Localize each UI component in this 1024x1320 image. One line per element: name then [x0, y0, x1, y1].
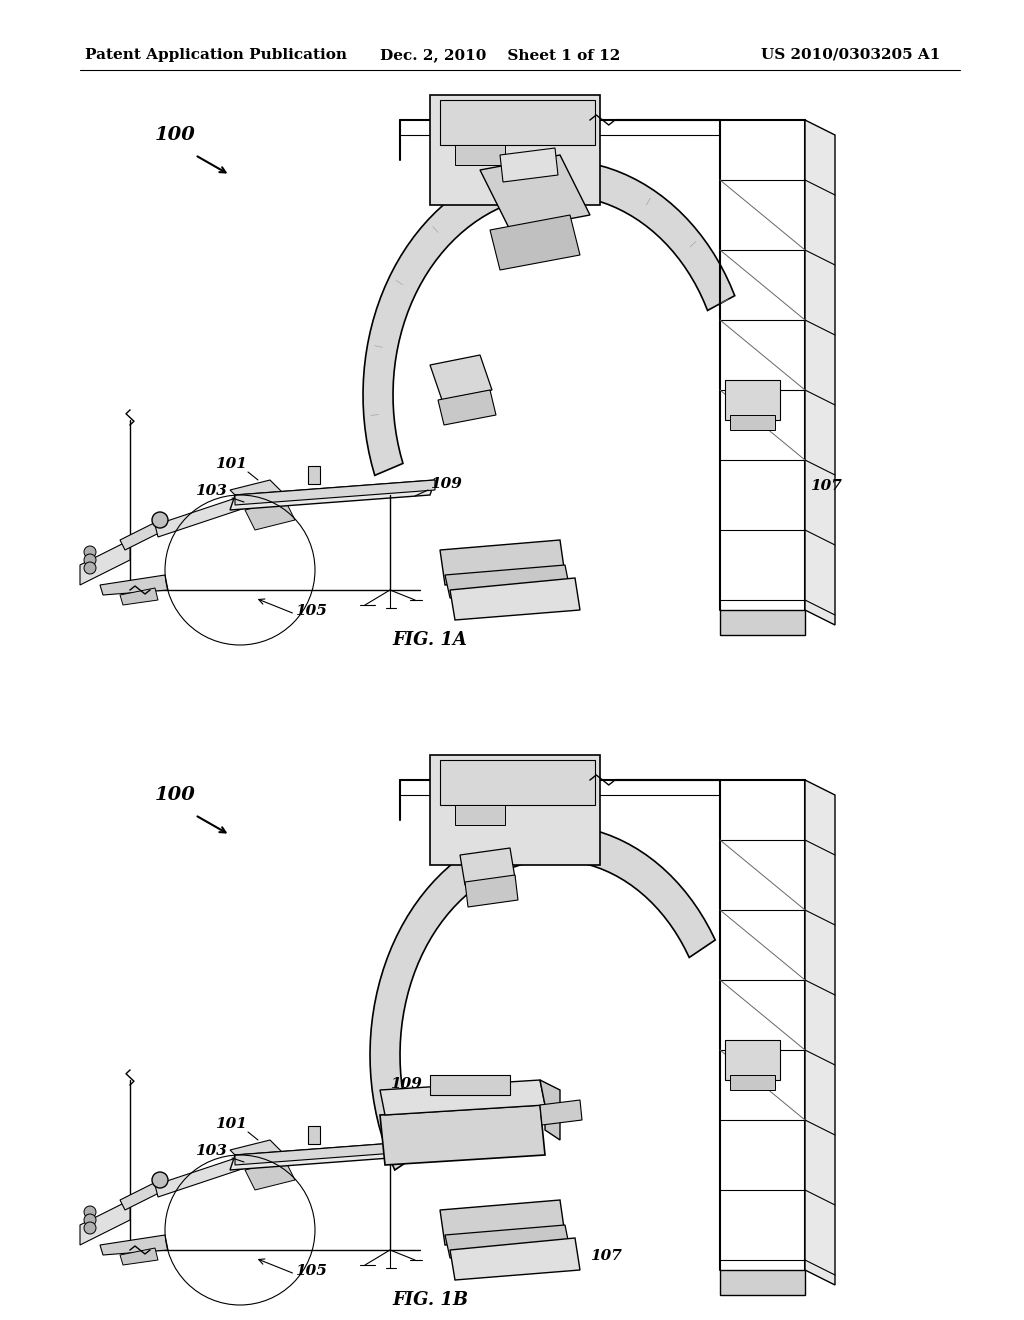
Polygon shape — [245, 500, 295, 531]
Polygon shape — [438, 389, 496, 425]
Polygon shape — [230, 480, 290, 510]
Polygon shape — [120, 1247, 158, 1265]
Polygon shape — [234, 480, 435, 506]
Circle shape — [84, 1214, 96, 1226]
Polygon shape — [455, 145, 505, 165]
Text: 109: 109 — [430, 477, 462, 491]
Polygon shape — [155, 1150, 263, 1197]
Polygon shape — [230, 1140, 435, 1170]
Polygon shape — [440, 540, 565, 585]
Text: 103: 103 — [195, 1144, 227, 1158]
Polygon shape — [450, 1238, 580, 1280]
Circle shape — [84, 546, 96, 558]
Circle shape — [152, 1172, 168, 1188]
Polygon shape — [460, 847, 515, 884]
Polygon shape — [730, 1074, 775, 1090]
Polygon shape — [440, 760, 595, 805]
Text: 101: 101 — [215, 457, 247, 471]
Polygon shape — [480, 154, 590, 230]
Polygon shape — [430, 1074, 510, 1096]
Polygon shape — [730, 414, 775, 430]
Text: Patent Application Publication: Patent Application Publication — [85, 48, 347, 62]
Polygon shape — [805, 120, 835, 624]
Polygon shape — [440, 100, 595, 145]
Polygon shape — [380, 1105, 545, 1166]
Circle shape — [84, 1206, 96, 1218]
Text: 103: 103 — [195, 484, 227, 498]
Polygon shape — [380, 1080, 545, 1115]
Polygon shape — [445, 565, 570, 598]
Polygon shape — [155, 490, 263, 537]
Polygon shape — [440, 1200, 565, 1245]
Polygon shape — [230, 1140, 290, 1170]
Polygon shape — [720, 1270, 805, 1295]
Polygon shape — [120, 1180, 165, 1210]
Text: 105: 105 — [295, 1265, 327, 1278]
Text: 101: 101 — [215, 1117, 247, 1131]
Polygon shape — [245, 1160, 295, 1191]
Polygon shape — [430, 355, 492, 400]
Text: Dec. 2, 2010    Sheet 1 of 12: Dec. 2, 2010 Sheet 1 of 12 — [380, 48, 621, 62]
Circle shape — [84, 562, 96, 574]
Polygon shape — [370, 825, 715, 1170]
Polygon shape — [490, 215, 580, 271]
Polygon shape — [430, 755, 600, 865]
Text: 107: 107 — [590, 1249, 622, 1263]
Polygon shape — [100, 576, 168, 595]
Polygon shape — [364, 160, 735, 475]
Text: FIG. 1B: FIG. 1B — [392, 1291, 468, 1309]
Polygon shape — [430, 95, 600, 205]
Circle shape — [84, 1222, 96, 1234]
Polygon shape — [80, 540, 130, 585]
Text: 100: 100 — [155, 125, 196, 144]
Text: 109: 109 — [390, 1077, 422, 1092]
Polygon shape — [540, 1100, 582, 1125]
Polygon shape — [725, 380, 780, 420]
Polygon shape — [500, 148, 558, 182]
Text: FIG. 1A: FIG. 1A — [392, 631, 467, 649]
Polygon shape — [120, 587, 158, 605]
Polygon shape — [450, 578, 580, 620]
Polygon shape — [80, 1200, 130, 1245]
Polygon shape — [234, 1140, 435, 1166]
Polygon shape — [308, 1126, 319, 1144]
Circle shape — [152, 512, 168, 528]
Polygon shape — [445, 1225, 570, 1258]
Polygon shape — [725, 1040, 780, 1080]
Polygon shape — [540, 1080, 560, 1140]
Polygon shape — [100, 1236, 168, 1255]
Text: 107: 107 — [810, 479, 842, 492]
Polygon shape — [230, 480, 435, 510]
Text: US 2010/0303205 A1: US 2010/0303205 A1 — [761, 48, 940, 62]
Circle shape — [84, 554, 96, 566]
Polygon shape — [805, 780, 835, 1284]
Polygon shape — [455, 805, 505, 825]
Text: 105: 105 — [295, 605, 327, 618]
Text: 100: 100 — [155, 785, 196, 804]
Polygon shape — [308, 466, 319, 484]
Polygon shape — [120, 520, 165, 550]
Polygon shape — [465, 875, 518, 907]
Polygon shape — [720, 610, 805, 635]
